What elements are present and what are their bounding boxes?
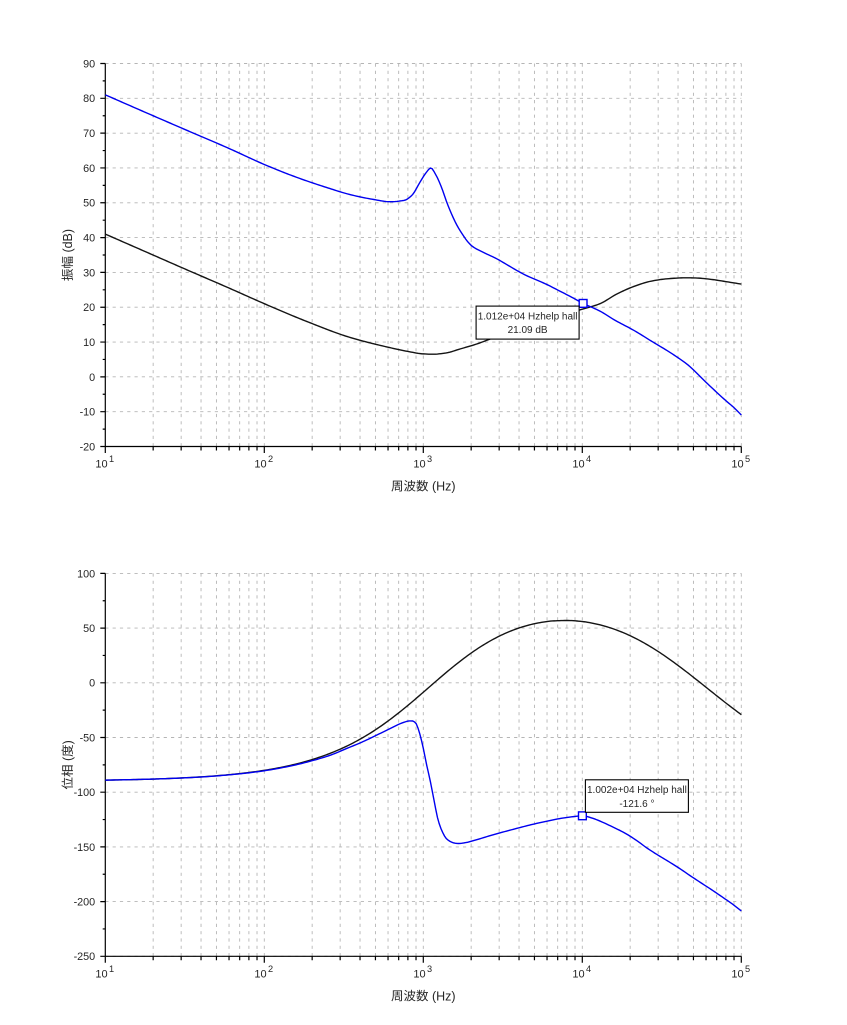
svg-text:(Hz): (Hz) [429, 989, 456, 1003]
svg-text:(Hz): (Hz) [429, 480, 456, 494]
svg-text:30: 30 [83, 267, 95, 279]
svg-text:5: 5 [745, 454, 750, 464]
svg-text:-100: -100 [74, 787, 96, 799]
svg-text:10: 10 [731, 968, 743, 980]
svg-text:10: 10 [731, 459, 743, 471]
svg-text:2: 2 [268, 454, 273, 464]
svg-text:10: 10 [413, 968, 425, 980]
svg-text:10: 10 [95, 459, 107, 471]
svg-text:-50: -50 [80, 732, 96, 744]
svg-text:10: 10 [95, 968, 107, 980]
svg-text:1: 1 [109, 964, 114, 974]
svg-text:(dB): (dB) [61, 229, 75, 256]
svg-text:4: 4 [586, 964, 591, 974]
svg-text:20: 20 [83, 302, 95, 314]
svg-text:1: 1 [109, 454, 114, 464]
svg-text:10: 10 [83, 337, 95, 349]
svg-text:4: 4 [586, 454, 591, 464]
svg-text:-200: -200 [74, 897, 96, 909]
svg-text:1.002e+04 Hzhelp hall: 1.002e+04 Hzhelp hall [587, 785, 687, 796]
svg-text:): ) [61, 740, 75, 744]
svg-text:2: 2 [268, 964, 273, 974]
svg-text:1.012e+04 Hzhelp hall: 1.012e+04 Hzhelp hall [478, 311, 578, 322]
svg-text:90: 90 [83, 58, 95, 70]
svg-text:(: ( [61, 756, 75, 764]
svg-text:-121.6 °: -121.6 ° [619, 799, 654, 810]
svg-text:-250: -250 [74, 951, 96, 963]
svg-text:100: 100 [77, 568, 95, 580]
svg-text:10: 10 [413, 459, 425, 471]
svg-text:10: 10 [572, 968, 584, 980]
svg-text:40: 40 [83, 233, 95, 245]
svg-text:70: 70 [83, 128, 95, 140]
svg-text:50: 50 [83, 623, 95, 635]
svg-text:10: 10 [254, 459, 266, 471]
svg-text:60: 60 [83, 163, 95, 175]
svg-text:-150: -150 [74, 842, 96, 854]
svg-text:21.09 dB: 21.09 dB [508, 325, 548, 336]
svg-text:-20: -20 [80, 441, 96, 453]
svg-text:0: 0 [89, 678, 95, 690]
svg-text:80: 80 [83, 93, 95, 105]
svg-text:-10: -10 [80, 407, 96, 419]
svg-text:10: 10 [254, 968, 266, 980]
svg-text:3: 3 [427, 964, 432, 974]
svg-text:5: 5 [745, 964, 750, 974]
svg-text:0: 0 [89, 372, 95, 384]
svg-text:10: 10 [572, 459, 584, 471]
svg-text:3: 3 [427, 454, 432, 464]
svg-text:50: 50 [83, 198, 95, 210]
